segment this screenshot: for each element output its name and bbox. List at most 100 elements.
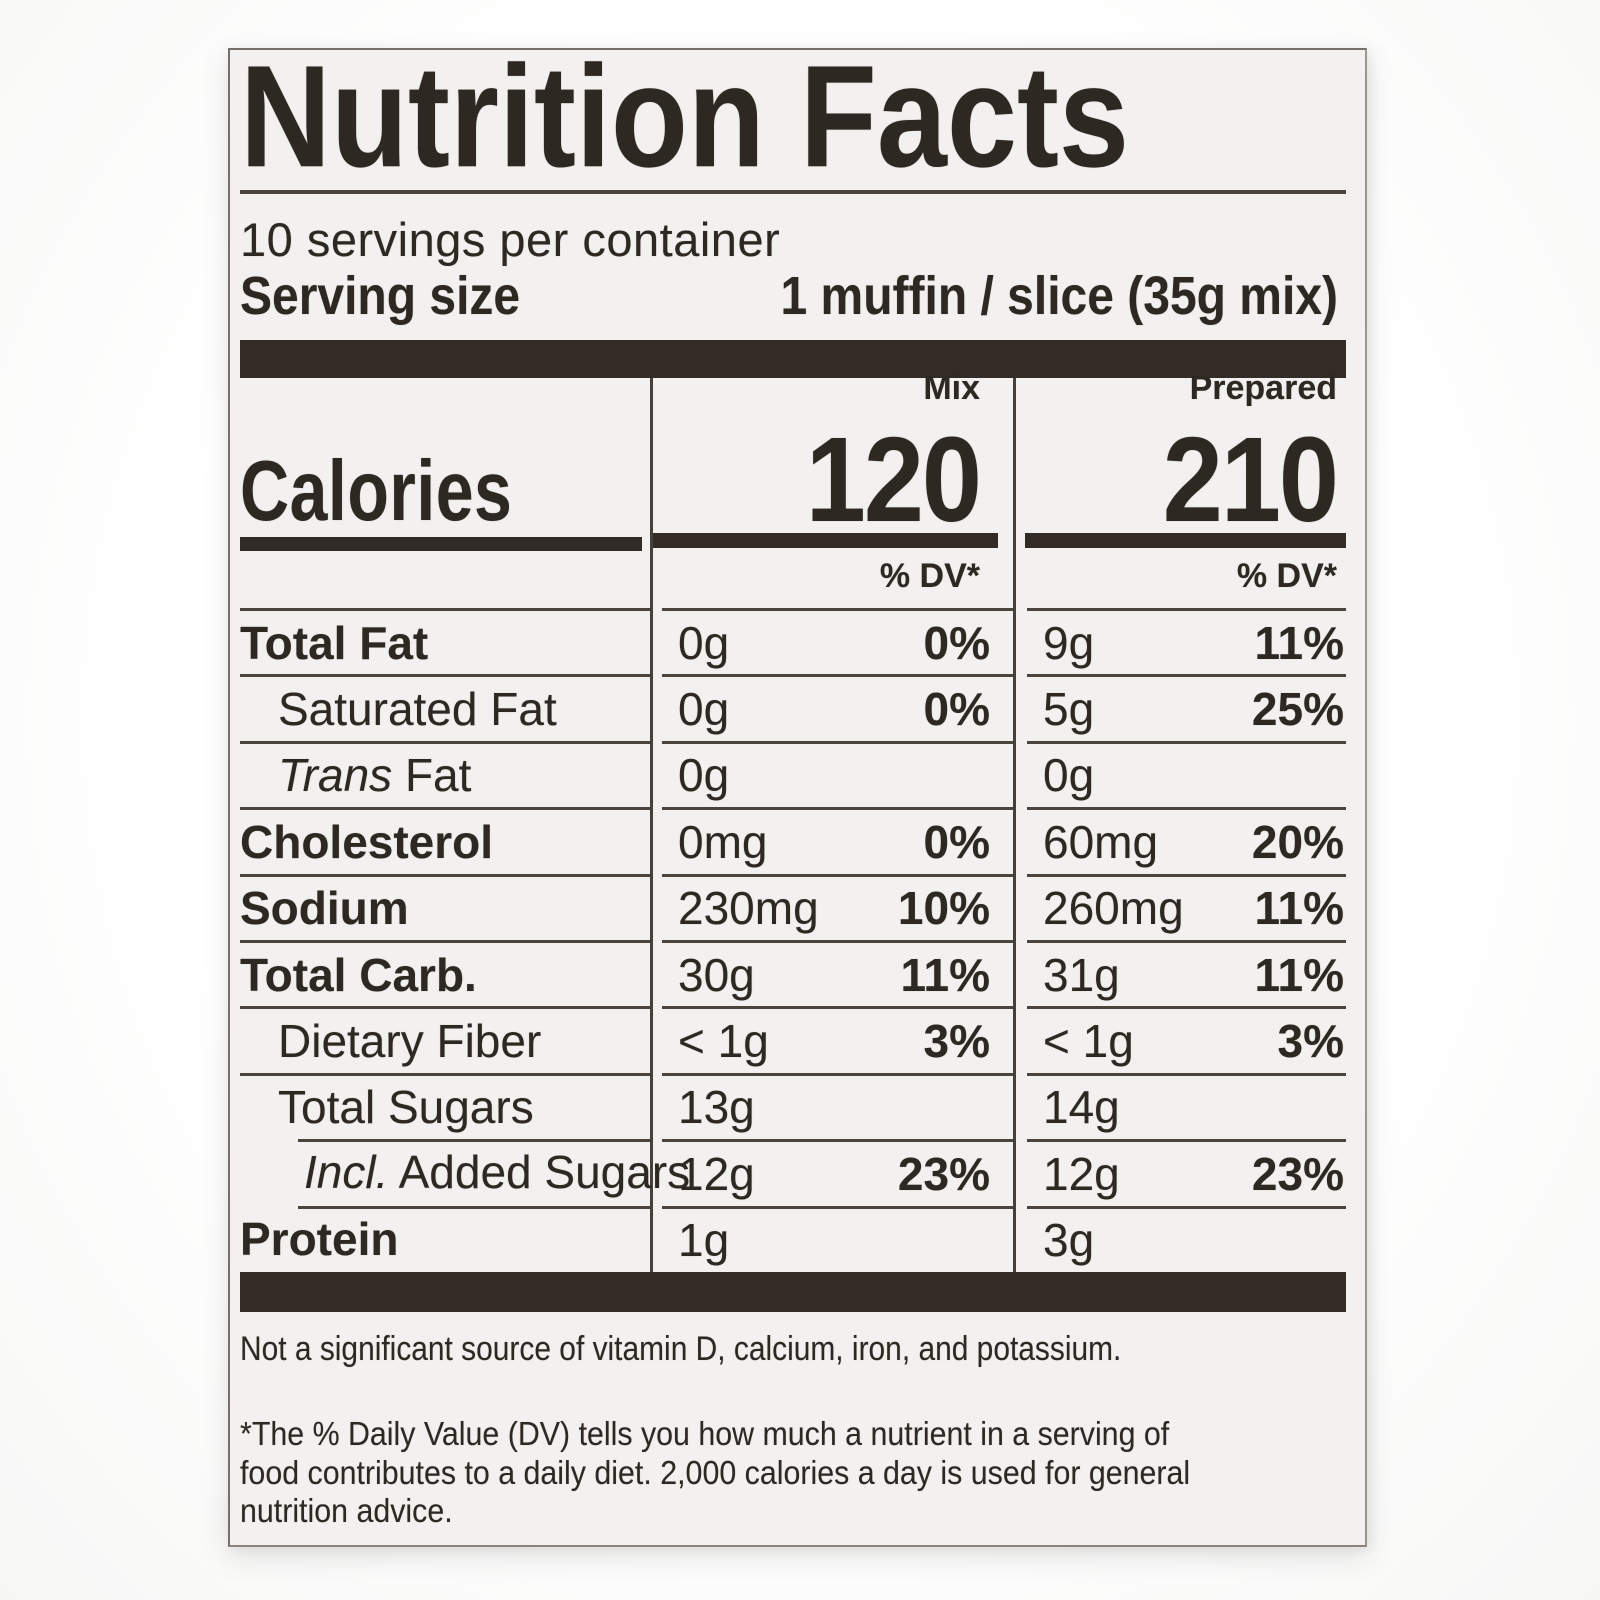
mix-cell: 0g 0% <box>662 608 1013 674</box>
mix-cell: 0mg 0% <box>662 807 1013 873</box>
mix-cell: 1g <box>662 1205 1013 1272</box>
mix-amount: 1g <box>678 1214 730 1267</box>
table-row-cholesterol: Cholesterol 0mg 0% 60mg 20% <box>240 807 1346 873</box>
nutrient-name-italic-prefix: Incl. <box>304 1146 389 1199</box>
prepared-cell: 14g <box>1027 1072 1346 1139</box>
nutrient-name-text: Total Carb. <box>240 948 477 1001</box>
table-row-total-carb: Total Carb. 30g 11% 31g 11% <box>240 939 1346 1006</box>
prepared-daily-value: 25% <box>1251 683 1344 736</box>
column-divider-left <box>650 378 653 1272</box>
column-header-prepared: Prepared <box>1189 369 1337 407</box>
indented-separator-line <box>298 1205 650 1209</box>
prepared-amount: 31g <box>1043 948 1120 1001</box>
daily-value-footnote: *The % Daily Value (DV) tells you how mu… <box>240 1415 1191 1529</box>
nutrient-name: Incl. Added Sugars <box>240 1139 690 1205</box>
mix-cell: < 1g 3% <box>662 1006 1013 1072</box>
prepared-amount: 3g <box>1043 1214 1095 1267</box>
nutrient-name: Total Sugars <box>240 1072 650 1139</box>
mix-cell: 0g <box>662 740 1013 807</box>
mix-amount: < 1g <box>678 1015 769 1068</box>
nutrient-name-text: Total Fat <box>240 616 429 669</box>
mix-amount: 30g <box>678 948 755 1001</box>
nutrient-name: Trans Fat <box>240 740 650 807</box>
mix-cell: 230mg 10% <box>662 873 1013 940</box>
prepared-daily-value: 11% <box>1254 616 1344 669</box>
nutrient-name-text: Total Sugars <box>278 1081 534 1134</box>
indented-separator-line <box>298 1139 650 1143</box>
prepared-cell: < 1g 3% <box>1027 1006 1346 1072</box>
thick-separator-bar-top <box>240 340 1346 378</box>
nutrient-name: Dietary Fiber <box>240 1006 650 1072</box>
nutrition-facts-title: Nutrition Facts <box>240 35 1130 198</box>
table-row-added-sugars: Incl. Added Sugars 12g 23% 12g 23% <box>240 1139 1346 1205</box>
nutrient-table: Total Fat 0g 0% 9g 11% Saturated Fat 0g 0% … <box>240 608 1346 1272</box>
prepared-amount: 12g <box>1043 1147 1120 1200</box>
nutrient-name: Total Carb. <box>240 939 650 1006</box>
prepared-cell: 9g 11% <box>1027 608 1346 674</box>
mix-amount: 0mg <box>678 815 768 868</box>
prepared-cell: 260mg 11% <box>1027 873 1346 940</box>
serving-size-label: Serving size <box>240 266 521 327</box>
mix-cell: 0g 0% <box>662 674 1013 740</box>
nutrient-name: Saturated Fat <box>240 674 650 740</box>
prepared-cell: 12g 23% <box>1027 1139 1346 1205</box>
nutrient-name-text: Added Sugars <box>388 1146 691 1199</box>
not-significant-source-note: Not a significant source of vitamin D, c… <box>240 1330 1122 1368</box>
prepared-cell: 5g 25% <box>1027 674 1346 740</box>
mix-cell: 13g <box>662 1072 1013 1139</box>
prepared-daily-value: 11% <box>1254 948 1344 1001</box>
prepared-daily-value: 11% <box>1254 882 1344 935</box>
table-row-total-fat: Total Fat 0g 0% 9g 11% <box>240 608 1346 674</box>
nutrient-name: Cholesterol <box>240 807 650 873</box>
mix-daily-value: 23% <box>897 1147 990 1200</box>
prepared-cell: 0g <box>1027 740 1346 807</box>
prepared-cell: 3g <box>1027 1205 1346 1272</box>
mix-cell: 30g 11% <box>662 939 1013 1006</box>
calories-value-mix: 120 <box>805 411 982 547</box>
nutrient-name: Sodium <box>240 873 650 940</box>
prepared-amount: 260mg <box>1043 882 1184 935</box>
table-row-saturated-fat: Saturated Fat 0g 0% 5g 25% <box>240 674 1346 740</box>
prepared-amount: 9g <box>1043 616 1095 669</box>
calories-label: Calories <box>240 442 513 539</box>
nutrient-name-text: Sodium <box>240 882 409 935</box>
prepared-amount: 14g <box>1043 1081 1120 1134</box>
title-divider-rule <box>240 190 1346 194</box>
serving-size-value: 1 muffin / slice (35g mix) <box>780 266 1338 327</box>
nutrient-name-italic-prefix: Trans <box>278 749 393 802</box>
prepared-daily-value: 20% <box>1251 815 1344 868</box>
mix-daily-value: 0% <box>923 683 990 736</box>
mix-cell: 12g 23% <box>662 1139 1013 1205</box>
mix-daily-value: 0% <box>923 616 990 669</box>
daily-value-header-mix: % DV* <box>879 557 980 595</box>
mix-amount: 13g <box>678 1081 755 1134</box>
calories-underline-label <box>240 537 642 551</box>
prepared-amount: 60mg <box>1043 815 1159 868</box>
table-row-sodium: Sodium 230mg 10% 260mg 11% <box>240 873 1346 940</box>
nutrient-name: Protein <box>240 1206 650 1272</box>
daily-value-header-prepared: % DV* <box>1236 557 1337 595</box>
mix-amount: 0g <box>678 683 730 736</box>
column-header-mix: Mix <box>923 369 980 407</box>
table-row-dietary-fiber: Dietary Fiber < 1g 3% < 1g 3% <box>240 1006 1346 1072</box>
servings-per-container: 10 servings per container <box>240 213 781 266</box>
nutrient-name-text: Protein <box>240 1212 399 1265</box>
mix-amount: 12g <box>678 1147 755 1200</box>
prepared-cell: 31g 11% <box>1027 939 1346 1006</box>
mix-amount: 0g <box>678 749 730 802</box>
mix-daily-value: 3% <box>923 1015 990 1068</box>
mix-amount: 230mg <box>678 882 819 935</box>
calories-value-prepared: 210 <box>1162 411 1339 547</box>
nutrient-name-text: Cholesterol <box>240 815 494 868</box>
prepared-amount: < 1g <box>1043 1015 1134 1068</box>
nutrient-name-text: Dietary Fiber <box>278 1015 542 1068</box>
column-divider-right <box>1013 378 1016 1272</box>
calories-underline-prepared <box>1025 533 1346 548</box>
table-row-trans-fat: Trans Fat 0g 0g <box>240 740 1346 807</box>
prepared-cell: 60mg 20% <box>1027 807 1346 873</box>
nutrient-name: Total Fat <box>240 608 650 674</box>
table-row-protein: Protein 1g 3g <box>240 1205 1346 1272</box>
mix-amount: 0g <box>678 616 730 669</box>
nutrient-name-text: Fat <box>392 749 472 802</box>
